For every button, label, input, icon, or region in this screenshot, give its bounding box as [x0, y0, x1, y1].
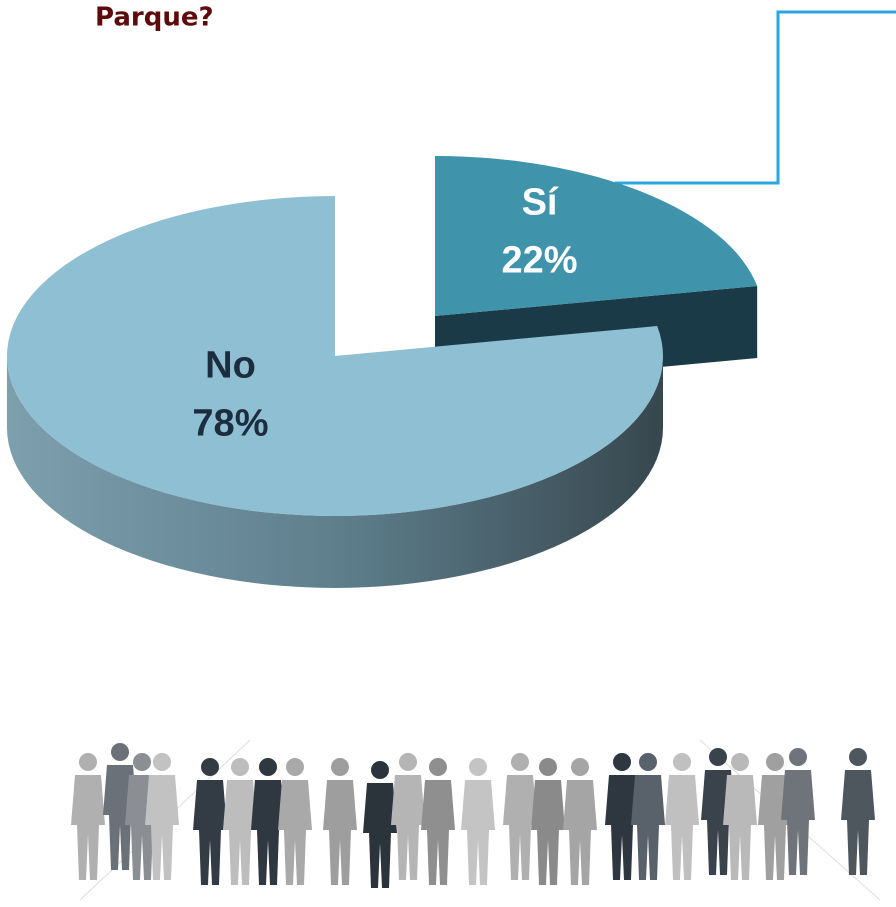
silhouette — [278, 758, 312, 885]
silhouette — [531, 758, 565, 885]
silhouette — [563, 758, 597, 885]
slice — [435, 156, 758, 316]
silhouette — [503, 753, 537, 880]
slice — [6, 196, 663, 516]
silhouette — [841, 748, 875, 875]
pie: Sí 22% No 78% — [6, 156, 758, 588]
silhouette — [665, 753, 699, 880]
connector-line — [615, 10, 896, 185]
slice-label: No — [205, 345, 256, 387]
people-silhouettes — [71, 739, 881, 901]
slice-value-label: 22% — [502, 239, 578, 281]
silhouette — [631, 753, 665, 880]
silhouette — [323, 758, 357, 885]
silhouette — [461, 758, 495, 885]
chart-title: Parque? — [95, 3, 214, 33]
silhouette — [421, 758, 455, 885]
slice-value-label: 78% — [192, 403, 268, 445]
silhouette — [71, 753, 105, 880]
slice-side — [7, 356, 663, 588]
slice-label: Sí — [522, 181, 559, 223]
silhouette — [391, 753, 425, 880]
silhouette — [781, 748, 815, 875]
